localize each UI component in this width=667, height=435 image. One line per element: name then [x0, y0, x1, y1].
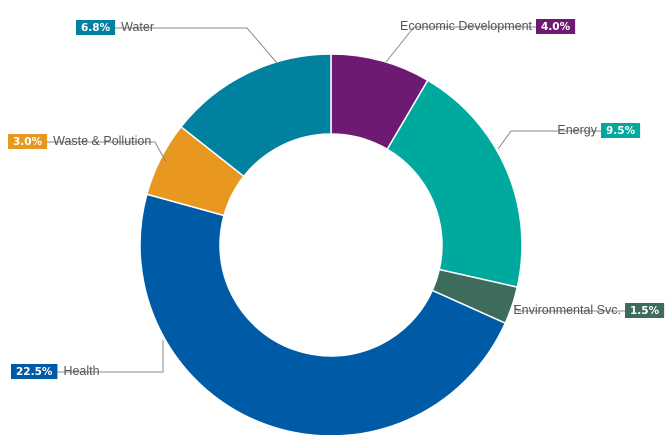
value-badge-environmental-svc [625, 303, 665, 318]
leader-lines [8, 26, 625, 373]
value-badge-health [11, 364, 58, 379]
leader-economic-development [385, 26, 536, 63]
leader-waste-and-pollution [8, 141, 167, 163]
slice-label-water: Water [121, 20, 154, 34]
slice-labels: 4.0% Economic Development 9.5% Energy 1.5% En… [8, 19, 665, 379]
leader-health [53, 340, 164, 373]
slice-label-health: Health [63, 364, 99, 378]
value-label-waste-and-pollution: 3.0% [13, 136, 43, 148]
value-label-economic-development: 4.0% [541, 21, 571, 33]
slice-health [139, 193, 507, 435]
value-badge-energy [601, 123, 641, 138]
value-label-environmental-svc: 1.5% [630, 305, 660, 317]
slice-label-economic-development: Economic Development [400, 19, 533, 33]
slice-water [179, 53, 332, 178]
value-label-energy: 9.5% [606, 125, 636, 137]
value-badge-waste-and-pollution [8, 134, 48, 149]
slice-label-energy: Energy [557, 123, 597, 137]
leader-water [76, 27, 278, 64]
slice-label-environmental-svc: Environmental Svc. [513, 303, 621, 317]
value-badge-water [76, 20, 116, 35]
value-label-water: 6.8% [81, 22, 111, 34]
leader-environmental-svc [513, 304, 625, 312]
donut-slices [139, 53, 523, 435]
slice-energy [386, 79, 523, 289]
value-label-health: 22.5% [16, 366, 53, 378]
leader-energy [497, 130, 601, 150]
value-badge-economic-development [536, 19, 576, 34]
slice-label-waste-and-pollution: Waste & Pollution [53, 134, 151, 148]
